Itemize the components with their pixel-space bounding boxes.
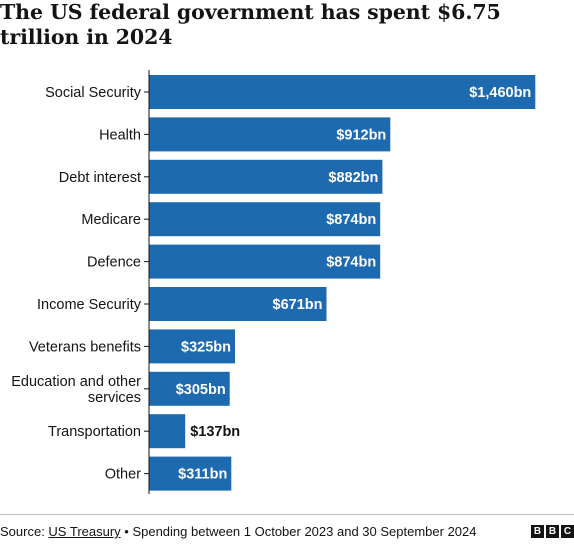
category-label: Education and other <box>11 374 141 390</box>
data-label: $671bn <box>273 297 323 313</box>
category-label: Medicare <box>81 212 141 228</box>
footer-divider <box>0 514 574 515</box>
category-label: Debt interest <box>59 170 141 186</box>
footer: Source: US Treasury • Spending between 1… <box>0 524 574 542</box>
category-label: Veterans benefits <box>29 339 141 355</box>
bar <box>149 287 327 321</box>
data-label: $305bn <box>176 382 226 398</box>
bar <box>149 414 186 449</box>
data-label: $1,460bn <box>469 85 531 101</box>
bbc-logo-letter: B <box>531 525 544 538</box>
category-label: Social Security <box>45 85 142 101</box>
bar <box>149 159 383 194</box>
bbc-logo-letter: C <box>561 525 574 538</box>
bar <box>149 117 391 152</box>
chart-title: The US federal government has spent $6.7… <box>0 0 501 49</box>
bar <box>149 456 232 491</box>
category-label: Defence <box>87 255 141 271</box>
data-label: $325bn <box>181 339 231 355</box>
bar <box>149 244 381 279</box>
category-label: services <box>88 390 141 406</box>
bar <box>149 75 536 109</box>
bar <box>149 329 235 364</box>
bbc-logo: B B C <box>531 525 574 538</box>
bar <box>149 371 230 406</box>
bbc-logo-letter: B <box>546 525 559 538</box>
bar <box>149 202 381 237</box>
data-label: $882bn <box>328 170 378 186</box>
footer-note: • Spending between 1 October 2023 and 30… <box>120 524 477 539</box>
data-label: $311bn <box>178 467 227 483</box>
data-label: $912bn <box>336 127 386 143</box>
data-label: $874bn <box>326 255 376 271</box>
data-label: $137bn <box>190 424 240 440</box>
category-label: Health <box>99 127 141 143</box>
category-label: Income Security <box>37 297 142 313</box>
category-label: Other <box>105 467 141 483</box>
source-prefix: Source: <box>0 524 49 539</box>
bar-chart: Social Security $1,460bn Health $912bn Debt … <box>11 70 536 494</box>
data-label: $874bn <box>326 212 376 228</box>
category-label: Transportation <box>48 424 141 440</box>
source-link[interactable]: US Treasury <box>48 524 121 539</box>
